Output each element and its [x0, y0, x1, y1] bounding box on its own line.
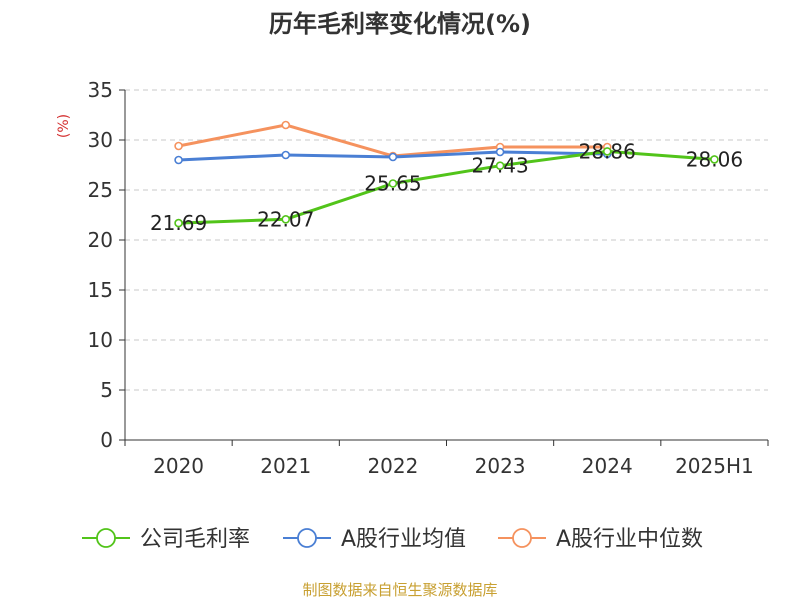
- y-tick-label: 0: [100, 428, 113, 452]
- legend-marker: [96, 528, 116, 548]
- series-line: [177, 149, 716, 225]
- y-tick-label: 15: [88, 278, 113, 302]
- chart-title: 历年毛利率变化情况(%): [269, 10, 531, 38]
- legend-label: A股行业均值: [341, 527, 466, 552]
- data-point: [281, 120, 291, 130]
- y-tick-label: 20: [88, 228, 113, 252]
- y-tick-label: 5: [100, 378, 113, 402]
- y-tick-label: 35: [88, 78, 113, 102]
- source-note: 制图数据来自恒生聚源数据库: [302, 581, 497, 599]
- legend-marker: [297, 528, 317, 548]
- data-point: [388, 179, 398, 188]
- x-tick-label: 2024: [582, 454, 633, 478]
- data-label: 22.07: [257, 207, 314, 231]
- legend-label: 公司毛利率: [140, 527, 250, 552]
- data-point: [174, 141, 183, 151]
- data-label: 28.06: [686, 147, 743, 171]
- data-point: [281, 215, 291, 224]
- data-point: [174, 155, 183, 165]
- data-point: [495, 161, 505, 170]
- legend: 公司毛利率 A股行业均值 A股行业中位数: [82, 527, 703, 552]
- x-tick-label: 2023: [475, 454, 526, 478]
- x-tick-label: 2021: [260, 454, 311, 478]
- legend-marker: [512, 528, 532, 548]
- data-point: [174, 218, 183, 228]
- x-ticks: 2020 2021 2022 2023 2024 2025H1: [124, 440, 769, 478]
- axes: [124, 90, 768, 441]
- data-point: [602, 147, 612, 156]
- data-label: 21.69: [150, 211, 207, 235]
- data-point: [388, 152, 398, 162]
- x-tick-label: 2020: [153, 454, 204, 478]
- y-tick-label: 30: [88, 128, 113, 152]
- x-tick-label: 2025H1: [675, 454, 754, 478]
- data-point: [495, 147, 505, 157]
- data-label: 27.43: [471, 154, 528, 178]
- y-ticks: 0 5 10 15 20 25 30 35: [88, 78, 125, 452]
- y-axis-label: (%): [56, 114, 72, 138]
- y-tick-label: 10: [88, 328, 113, 352]
- grid-lines: [125, 89, 768, 391]
- series-layer: [174, 120, 719, 228]
- x-tick-label: 2022: [367, 454, 418, 478]
- data-point: [281, 150, 291, 160]
- data-label: 28.86: [579, 139, 636, 163]
- data-labels: 21.69 22.07 25.65 27.43 28.86 28.06: [150, 139, 743, 235]
- data-label: 25.65: [364, 172, 421, 196]
- y-tick-label: 25: [88, 178, 113, 202]
- legend-label: A股行业中位数: [556, 527, 703, 552]
- data-point: [710, 155, 719, 164]
